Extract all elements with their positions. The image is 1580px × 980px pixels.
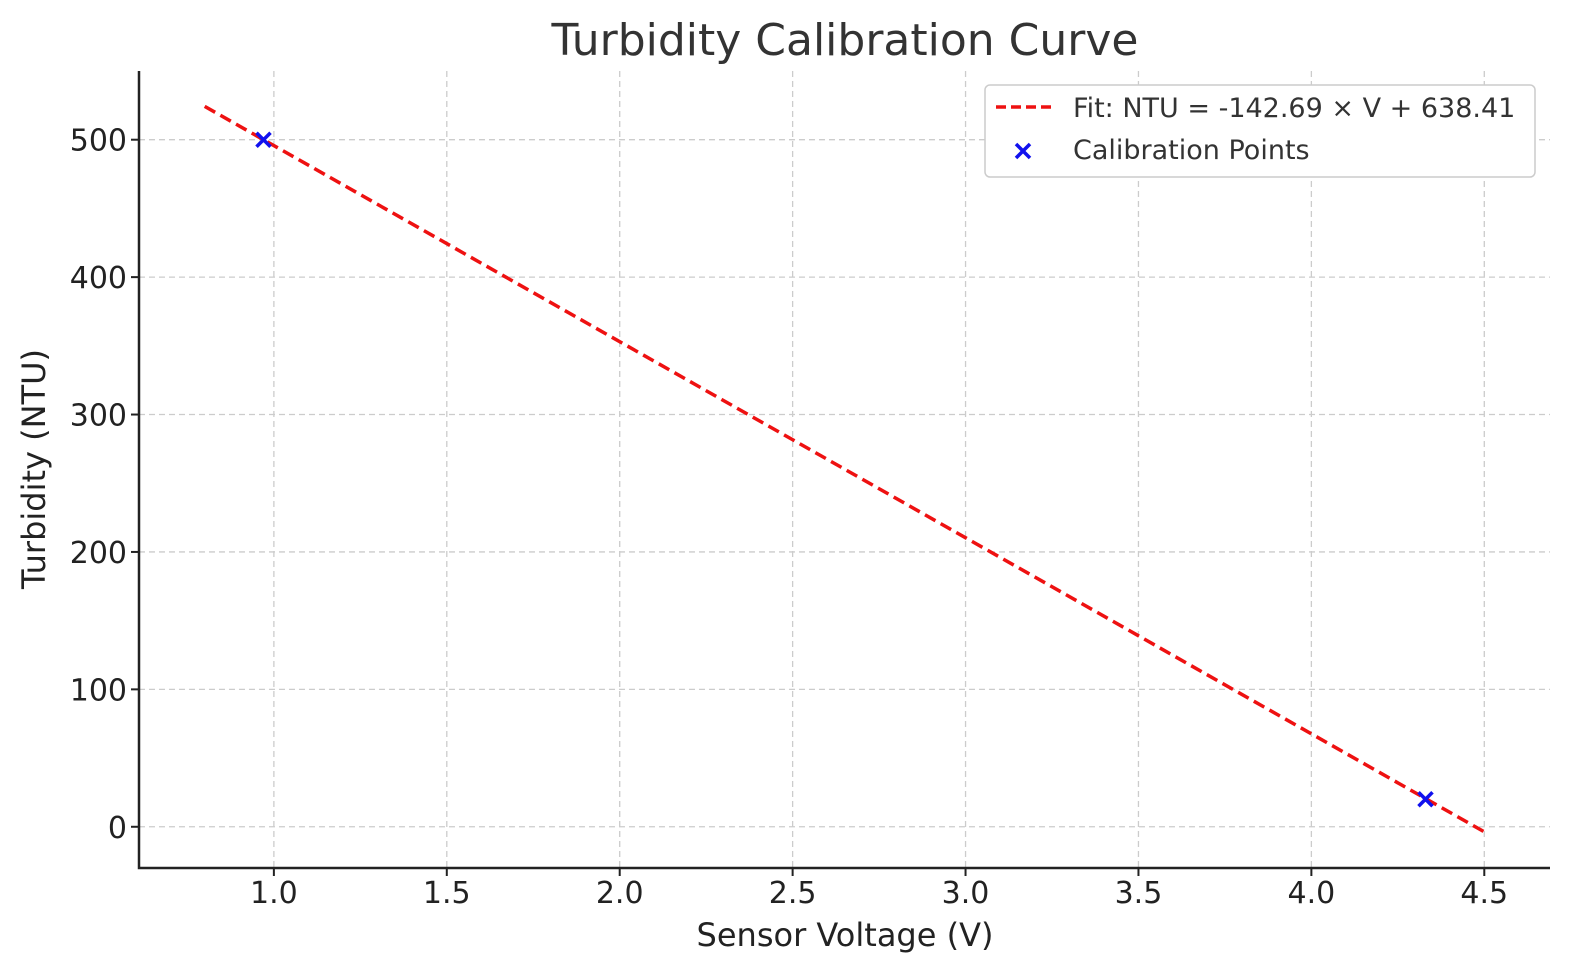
y-tick-label: 300 xyxy=(70,399,127,434)
x-tick-label: 2.5 xyxy=(769,876,817,911)
x-tick-label: 1.5 xyxy=(423,876,471,911)
y-tick-label: 400 xyxy=(70,261,127,296)
x-tick-label: 3.0 xyxy=(942,876,990,911)
axis-spines xyxy=(137,71,1550,870)
legend-fit-label: Fit: NTU = -142.69 × V + 638.41 xyxy=(1073,93,1515,124)
x-tick-label: 4.0 xyxy=(1288,876,1336,911)
chart-title: Turbidity Calibration Curve xyxy=(551,15,1139,66)
fit-line xyxy=(203,104,1486,834)
y-axis-label: Turbidity (NTU) xyxy=(15,349,53,590)
legend-box xyxy=(984,84,1536,178)
x-axis-label: Sensor Voltage (V) xyxy=(697,916,994,954)
legend-points-label: Calibration Points xyxy=(1073,135,1310,166)
y-tick-label: 500 xyxy=(70,124,127,159)
x-tick-label: 1.0 xyxy=(250,876,298,911)
plot-area xyxy=(203,104,1486,834)
x-tick-label: 3.5 xyxy=(1115,876,1163,911)
y-tick-label: 100 xyxy=(70,673,127,708)
calibration-point-marker xyxy=(1417,791,1434,808)
x-tick-label: 2.0 xyxy=(596,876,644,911)
legend-x-marker-icon xyxy=(1014,142,1032,160)
tick-labels: 1.0 1.5 2.0 2.5 3.0 3.5 4.0 4.5 0 100 200 300 400 500 xyxy=(70,124,1508,911)
y-tick-label: 0 xyxy=(108,811,127,846)
x-tick-label: 4.5 xyxy=(1460,876,1508,911)
legend: Fit: NTU = -142.69 × V + 638.41 Calibrat… xyxy=(984,84,1536,178)
calibration-point-marker xyxy=(255,131,272,148)
y-tick-label: 200 xyxy=(70,536,127,571)
axes xyxy=(137,71,1550,870)
